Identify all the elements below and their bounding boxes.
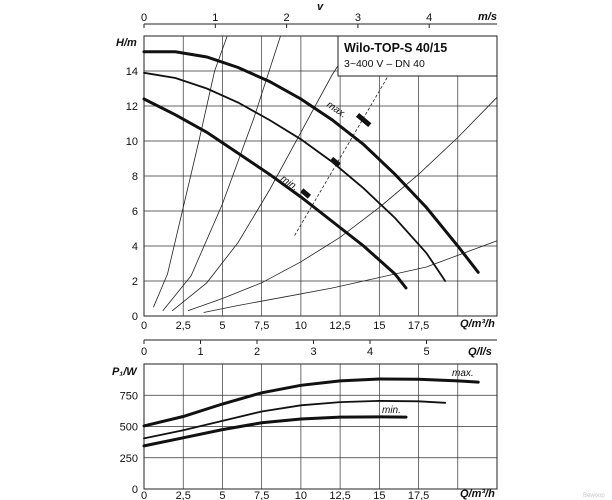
- power-curve-chart: 0 2,5 5 7,5 10 12,5 15 17,5 0 250 500 750 0 1 2 3 4 5 Q/…: [112, 339, 498, 500]
- system-curve-1: [153, 35, 228, 308]
- power-chart-y-tick: 750: [120, 390, 138, 402]
- velocity-tick-label: 0: [141, 12, 147, 24]
- power-chart-x-tick: 10: [295, 490, 307, 500]
- velocity-axis-ticks: 0 1 2 3 4: [141, 12, 432, 28]
- head-chart-x-tick: 5: [219, 320, 225, 332]
- system-curve-4: [187, 97, 498, 312]
- head-chart-grid: [144, 36, 497, 316]
- head-chart-x-tick: 7,5: [254, 320, 269, 332]
- pump-title-box: [337, 35, 498, 77]
- head-chart-x-tick: 12,5: [329, 320, 350, 332]
- head-chart-y-tick: 6: [132, 206, 138, 218]
- power-chart-flow-axis-label: Q/m³/h: [460, 488, 495, 500]
- head-chart-y-tick: 4: [132, 241, 138, 253]
- head-curve-mid: [143, 71, 447, 282]
- power-chart-x-tick: 7,5: [254, 490, 269, 500]
- flow-ls-axis-unit: Q/l/s: [468, 346, 492, 358]
- head-chart-markers: [300, 112, 372, 199]
- power-chart-x-tick: 2,5: [176, 490, 191, 500]
- power-axis-label: P₁/W: [112, 366, 138, 378]
- head-chart-y-tick: 10: [126, 136, 138, 148]
- head-chart-x-tick: 17,5: [408, 320, 429, 332]
- flow-ls-tick-label: 3: [310, 346, 316, 358]
- power-chart-x-tick: 0: [141, 490, 147, 500]
- speed-marker-3: [300, 188, 312, 199]
- power-max-curve-label: max.: [452, 368, 474, 379]
- head-chart-y-tick: 2: [132, 276, 138, 288]
- velocity-axis-unit: m/s: [478, 11, 497, 23]
- power-curve-min: [142, 415, 408, 448]
- power-chart-y-tick: 250: [120, 453, 138, 465]
- flow-ls-axis-ticks: 0 1 2 3 4 5: [141, 340, 430, 358]
- head-chart-flow-axis-label: Q/m³/h: [460, 318, 495, 330]
- head-chart-x-tick: 2,5: [176, 320, 191, 332]
- head-chart-x-tick: 15: [373, 320, 385, 332]
- power-chart-x-tick: 12,5: [329, 490, 350, 500]
- head-curve-min: [142, 97, 408, 290]
- velocity-tick-label: 2: [284, 12, 290, 24]
- head-curve-max: [142, 50, 480, 274]
- head-chart-pump-curves: [142, 50, 480, 290]
- head-chart-y-tick: 14: [126, 66, 138, 78]
- power-chart-grid: [144, 364, 497, 489]
- flow-ls-tick-label: 5: [423, 346, 429, 358]
- pump-model-title: Wilo-TOP-S 40/15: [344, 41, 447, 55]
- power-curve-mid: [143, 399, 447, 440]
- pump-model-subtitle: 3~400 V – DN 40: [344, 58, 425, 70]
- speed-marker-2: [329, 156, 341, 168]
- flow-ls-tick-label: 0: [141, 346, 147, 358]
- power-min-curve-label: min.: [382, 405, 401, 416]
- power-chart-x-tick: 17,5: [408, 490, 429, 500]
- power-chart-tick-labels: 0 2,5 5 7,5 10 12,5 15 17,5 0 250 500 750: [120, 390, 430, 500]
- power-chart-x-tick: 15: [373, 490, 385, 500]
- head-chart-x-tick: 10: [295, 320, 307, 332]
- flow-ls-tick-label: 4: [367, 346, 373, 358]
- head-chart-tick-labels: 0 2,5 5 7,5 10 12,5 15 17,5 0 2 4 6 8 10 12 14: [126, 66, 430, 332]
- power-curve-max: [142, 377, 480, 428]
- speed-marker-1: [355, 112, 372, 128]
- flow-ls-tick-label: 2: [254, 346, 260, 358]
- flow-ls-tick-label: 1: [197, 346, 203, 358]
- head-chart-y-tick: 12: [126, 101, 138, 113]
- velocity-axis-symbol: v: [317, 1, 324, 13]
- head-axis-label: H/m: [116, 37, 137, 49]
- velocity-tick-label: 3: [355, 12, 361, 24]
- system-curve-3: [171, 35, 358, 312]
- velocity-tick-label: 4: [426, 12, 432, 24]
- head-chart-y-tick: 8: [132, 171, 138, 183]
- head-chart-y-tick: 0: [132, 311, 138, 323]
- system-curve-5: [203, 240, 498, 313]
- power-chart-y-tick: 500: [120, 422, 138, 434]
- power-chart-x-tick: 5: [219, 490, 225, 500]
- power-chart-y-tick: 0: [132, 484, 138, 496]
- power-chart-curves: [142, 377, 480, 448]
- watermark: Bewoop: [583, 493, 605, 499]
- head-chart-x-tick: 0: [141, 320, 147, 332]
- system-curve-2: [162, 35, 281, 312]
- velocity-tick-label: 1: [212, 12, 218, 24]
